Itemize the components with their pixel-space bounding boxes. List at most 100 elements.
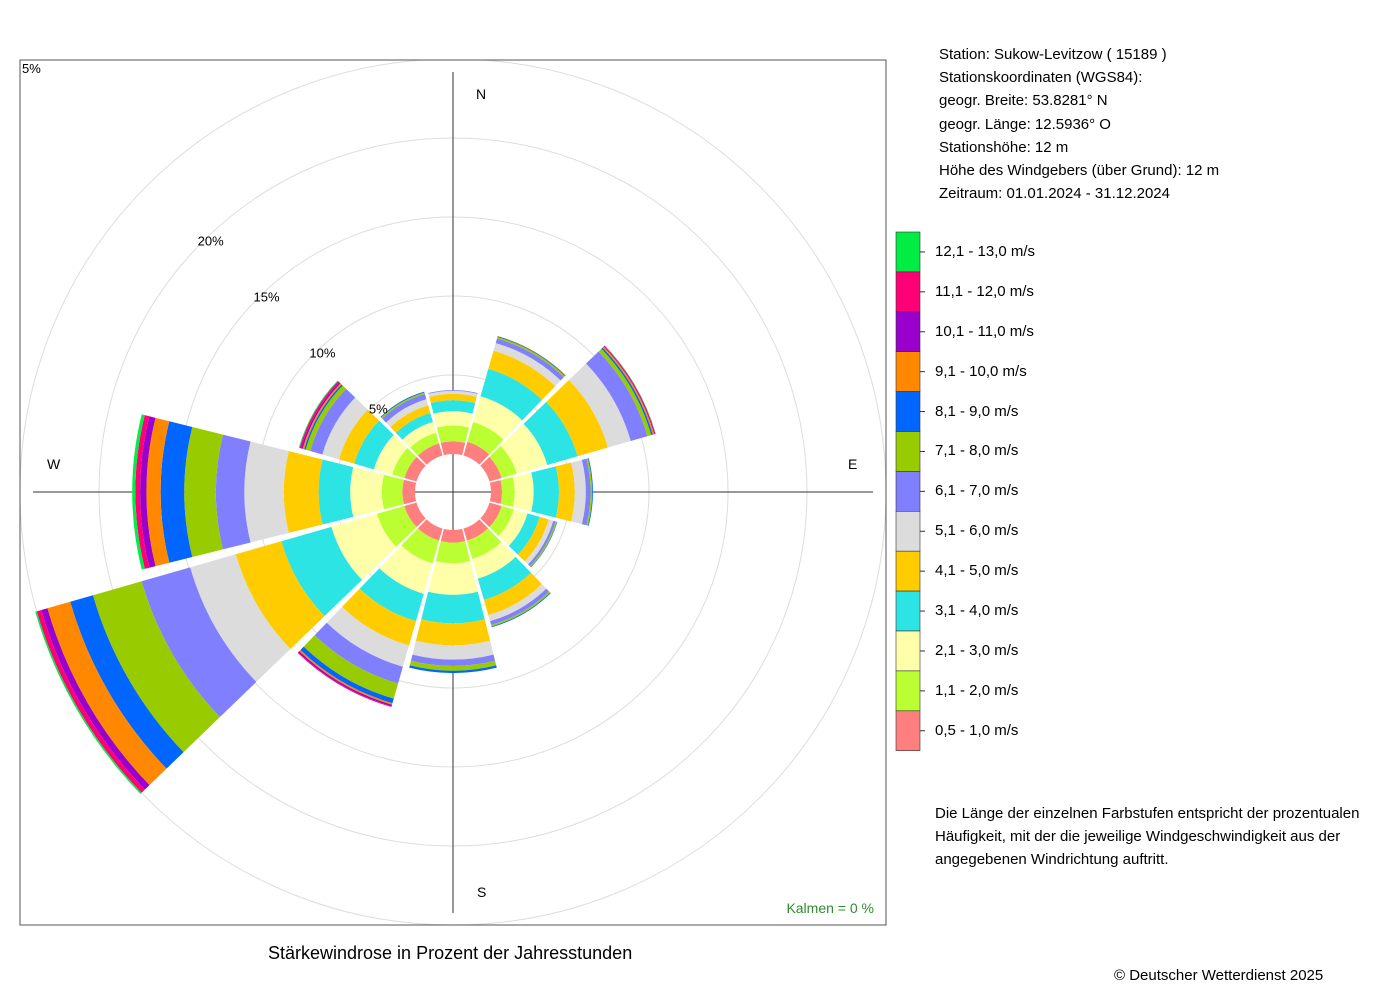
bar-segment — [376, 505, 417, 547]
bar-segment — [430, 400, 476, 414]
direction-label-south: S — [477, 884, 486, 900]
bar-segment — [331, 513, 397, 580]
station-latitude: geogr. Breite: 53.8281° N — [939, 92, 1108, 109]
bar-segment — [463, 519, 489, 541]
direction-label-north: N — [476, 86, 486, 102]
bar-segment — [555, 462, 575, 522]
bar-segment — [483, 572, 542, 616]
note-line-1: Die Länge der einzelnen Farbstufen entsp… — [935, 805, 1360, 822]
bar-segment — [410, 432, 440, 456]
legend-swatch — [895, 510, 921, 552]
legend-label: 7,1 - 8,0 m/s — [935, 442, 1019, 460]
bar-segment — [429, 393, 477, 404]
bar-segment — [472, 542, 516, 579]
bar-segment — [480, 368, 542, 421]
bar-segment — [135, 415, 150, 569]
bar-segment — [523, 401, 578, 465]
note-line-2: Häufigkeit, mit der die jeweilige Windge… — [935, 828, 1341, 845]
ring-label: 10% — [309, 345, 335, 360]
bar-segment — [409, 665, 497, 673]
bar-segment — [477, 556, 531, 600]
bar-segment — [379, 545, 433, 594]
ring-label: 5% — [369, 401, 388, 416]
bar-segment — [184, 427, 223, 557]
legend-swatch — [895, 311, 921, 352]
legend-swatch — [895, 271, 921, 313]
bar-segment — [500, 423, 548, 474]
bar-segment — [598, 348, 652, 437]
bar-segment — [281, 526, 363, 617]
bar-segment — [382, 393, 427, 423]
direction-label-east: E — [848, 456, 857, 472]
bar-segment — [587, 458, 593, 526]
bar-segment — [146, 417, 170, 567]
bar-segment — [528, 520, 556, 567]
bar-segment — [354, 420, 394, 470]
bar-segment — [41, 608, 150, 790]
bar-segment — [435, 541, 471, 564]
bar-segment — [402, 422, 436, 448]
bar-segment — [489, 480, 503, 504]
bar-segment — [463, 441, 490, 465]
legend-label: 4,1 - 5,0 m/s — [935, 562, 1019, 580]
bar-segment — [467, 422, 504, 455]
bar-segment — [440, 441, 466, 456]
bar-segment — [489, 445, 517, 479]
bar-segment — [404, 502, 426, 528]
bar-segment — [500, 477, 515, 507]
note-line-3: angegebenen Windrichtung auftritt. — [935, 851, 1169, 868]
bar-segment — [390, 405, 431, 433]
legend-label: 8,1 - 9,0 m/s — [935, 402, 1019, 420]
bar-segment — [359, 568, 424, 622]
corner-ring-label: 5% — [22, 61, 41, 76]
legend-label: 1,1 - 2,0 m/s — [935, 681, 1019, 699]
bar-segment — [517, 516, 549, 562]
bar-segment — [244, 441, 289, 543]
bar-segment — [421, 591, 485, 624]
legend-swatch — [895, 550, 921, 592]
bar-segment — [305, 385, 347, 452]
bar-segment — [586, 458, 593, 526]
bar-segment — [480, 456, 502, 482]
copyright: © Deutscher Wetterdienst 2025 — [1114, 967, 1324, 984]
station-name: Station: Sukow-Levitzow ( 15189 ) — [939, 46, 1167, 63]
bar-segment — [310, 388, 356, 455]
plot-frame — [19, 59, 887, 926]
bar-segment — [132, 414, 145, 570]
bar-segment — [70, 595, 184, 769]
legend-swatch — [895, 351, 921, 392]
bar-segment — [350, 467, 384, 517]
wind-bars — [35, 335, 656, 794]
legend-swatch — [895, 710, 921, 751]
bar-segment — [428, 390, 478, 394]
legend-swatch — [895, 391, 921, 432]
bar-segment — [401, 528, 440, 564]
bar-segment — [410, 654, 496, 666]
bar-segment — [373, 434, 408, 475]
legend-label: 6,1 - 7,0 m/s — [935, 482, 1019, 500]
bar-segment — [433, 411, 473, 428]
legend-swatch — [895, 590, 921, 632]
bar-segment — [283, 451, 323, 533]
bar-segment — [392, 448, 417, 479]
legend-swatch — [895, 471, 921, 512]
ring-label: 20% — [198, 234, 224, 249]
calm-label: Kalmen = 0 % — [786, 900, 874, 916]
bar-segment — [47, 601, 167, 786]
legend-color-scale — [895, 231, 925, 751]
legend-label: 2,1 - 3,0 m/s — [935, 641, 1019, 659]
bar-segment — [141, 567, 257, 718]
legend-label: 12,1 - 13,0 m/s — [935, 242, 1036, 260]
legend-label: 5,1 - 6,0 m/s — [935, 522, 1019, 540]
legend-label: 11,1 - 12,0 m/s — [935, 282, 1034, 300]
bar-segment — [417, 519, 443, 541]
bar-segment — [489, 505, 514, 536]
bar-segment — [381, 392, 425, 419]
bar-segment — [318, 459, 354, 525]
bar-segment — [512, 472, 534, 512]
bar-segment — [508, 513, 540, 555]
bar-segment — [490, 588, 550, 625]
bar-segment — [395, 412, 433, 440]
bar-segment — [488, 584, 547, 622]
bar-segment — [215, 434, 251, 550]
